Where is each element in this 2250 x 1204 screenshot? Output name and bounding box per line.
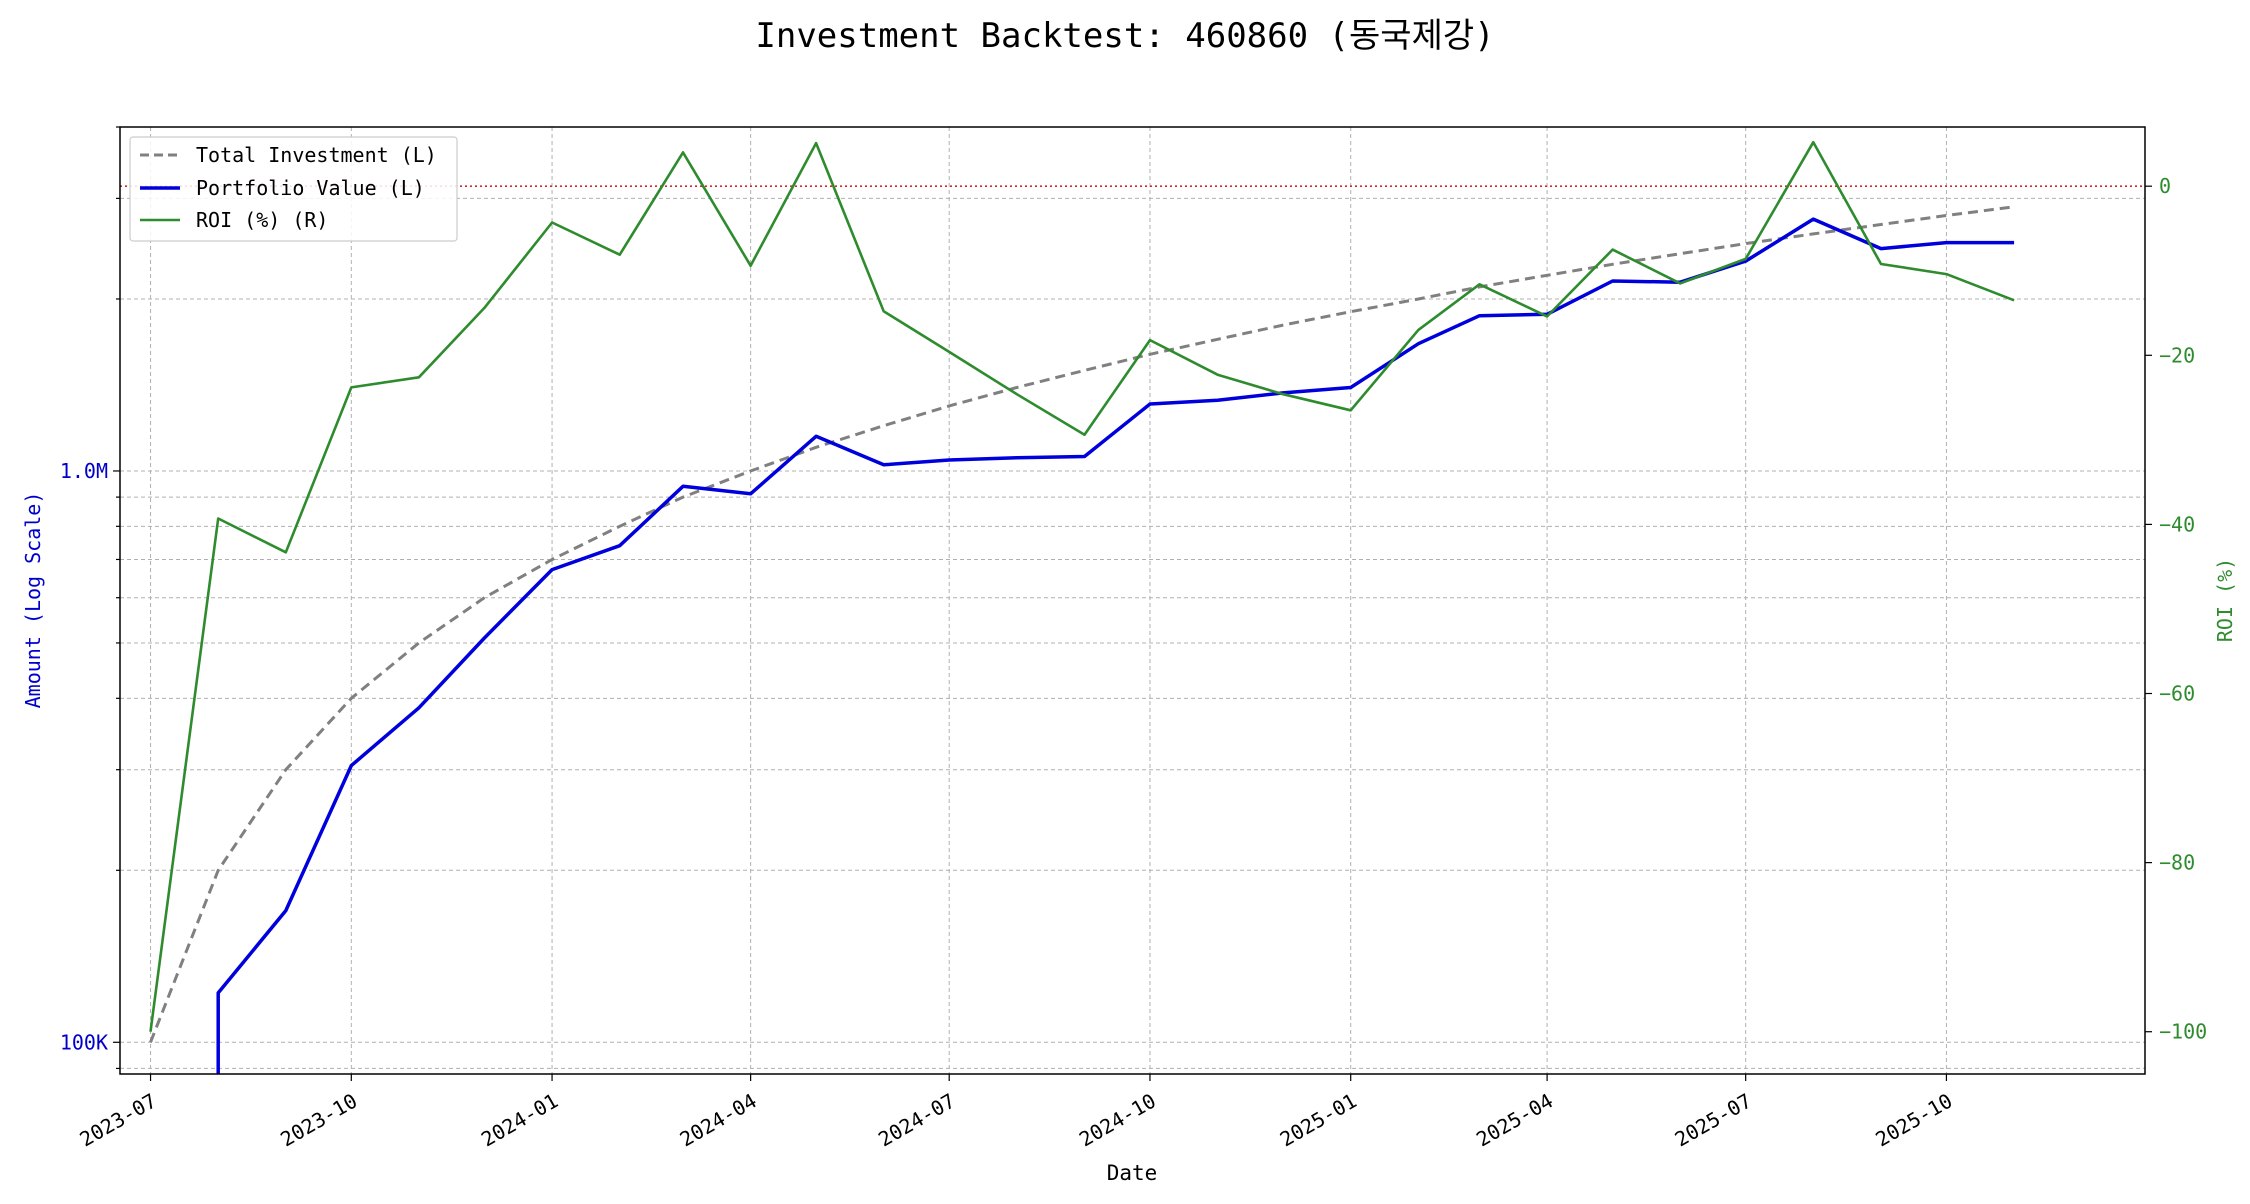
x-tick-label: 2023-07 — [76, 1089, 161, 1152]
y-right-tick-label: −60 — [2159, 682, 2195, 706]
x-tick-label: 2024-04 — [676, 1089, 761, 1152]
legend-label-roi: ROI (%) (R) — [196, 208, 328, 232]
grid — [120, 126, 2145, 1074]
legend-label-portfolio-value: Portfolio Value (L) — [196, 176, 425, 200]
y-left-tick-label: 1.0M — [60, 459, 108, 483]
x-tick-label: 2025-04 — [1472, 1089, 1557, 1152]
x-tick-label: 2024-01 — [477, 1089, 562, 1152]
axes: 2023-07 2023-10 2024-01 2024-04 2024-07 2024-… — [60, 126, 2207, 1152]
y-right-tick-label: −40 — [2159, 512, 2195, 536]
x-tick-label: 2025-07 — [1671, 1089, 1756, 1152]
x-tick-label: 2023-10 — [276, 1089, 361, 1152]
y-right-tick-label: −100 — [2159, 1020, 2207, 1044]
series-line-roi-r — [149, 140, 2015, 1032]
chart-title: Investment Backtest: 460860 (동국제강) — [755, 16, 1494, 56]
series-layer — [149, 140, 2015, 1074]
series-line-portfolio-value-l — [216, 217, 2015, 1074]
plot-frame — [119, 126, 2146, 1075]
x-tick-label: 2025-10 — [1871, 1089, 1956, 1152]
y-right-tick-label: 0 — [2159, 174, 2171, 198]
legend-label-total-investment: Total Investment (L) — [196, 143, 437, 167]
y-right-tick-label: −20 — [2159, 343, 2195, 367]
legend: Total Investment (L) Portfolio Value (L)… — [129, 136, 458, 242]
x-tick-label: 2025-01 — [1276, 1089, 1361, 1152]
y-axis-right-label: ROI (%) — [2213, 558, 2237, 642]
y-left-tick-label: 100K — [60, 1030, 108, 1054]
x-tick-label: 2024-07 — [874, 1089, 959, 1152]
legend-box — [129, 136, 458, 242]
x-axis-label: Date — [1107, 1161, 1158, 1185]
series-line-total-investment-l — [149, 205, 2015, 1043]
y-axis-left-label: Amount (Log Scale) — [21, 492, 45, 709]
y-right-tick-label: −80 — [2159, 851, 2195, 875]
x-tick-label: 2024-10 — [1075, 1089, 1160, 1152]
